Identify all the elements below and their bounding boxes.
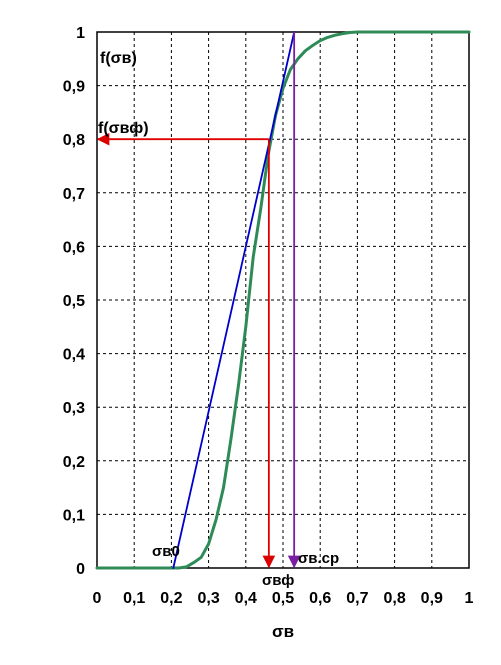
x-tick-label: 0,5 xyxy=(272,590,294,607)
y-tick-label: 0,6 xyxy=(63,239,85,256)
annotation-sigma-v0: σв0 xyxy=(152,543,180,560)
cdf-curve-line xyxy=(95,30,471,570)
y-tick-label: 1 xyxy=(76,25,85,42)
x-tick-label: 0,9 xyxy=(421,590,443,607)
x-tick-label: 0,4 xyxy=(235,590,257,607)
x-tick-label: 0,6 xyxy=(309,590,331,607)
tick-labels: 0 0,1 0,2 0,3 0,4 0,5 0,6 0,7 0,8 0,9 1 0 0,1 0,2 0,3 0… xyxy=(63,25,474,641)
plot-frame xyxy=(96,31,470,569)
grid xyxy=(97,32,469,568)
x-tick-label: 0,8 xyxy=(383,590,405,607)
y-tick-label: 0,8 xyxy=(63,132,85,149)
y-tick-label: 0,7 xyxy=(63,186,85,203)
annotation-sigma-v-sr: σв.ср xyxy=(298,550,339,567)
y-tick-label: 0,1 xyxy=(63,507,85,524)
series-group xyxy=(95,30,471,570)
y-tick-label: 0,3 xyxy=(63,400,85,417)
tangent-line xyxy=(172,31,296,569)
axes xyxy=(96,31,470,569)
annotation-f-sigma-v: f(σв) xyxy=(100,50,137,67)
y-tick-label: 0,9 xyxy=(63,79,85,96)
annotation-sigma-vf: σвф xyxy=(262,572,294,589)
annotation-f-sigma-vf: f(σвф) xyxy=(98,120,149,137)
y-tick-label: 0,2 xyxy=(63,454,85,471)
y-tick-label: 0,4 xyxy=(63,347,85,364)
y-tick-label: 0,5 xyxy=(63,293,85,310)
x-tick-label: 0 xyxy=(93,590,102,607)
marker-group xyxy=(96,32,301,569)
x-tick-label: 0,1 xyxy=(123,590,145,607)
x-axis-label: σв xyxy=(272,622,294,641)
y-tick-label: 0 xyxy=(76,561,85,578)
x-tick-label: 0,7 xyxy=(346,590,368,607)
x-tick-label: 0,2 xyxy=(160,590,182,607)
x-tick-label: 1 xyxy=(465,590,474,607)
x-tick-label: 0,3 xyxy=(197,590,219,607)
